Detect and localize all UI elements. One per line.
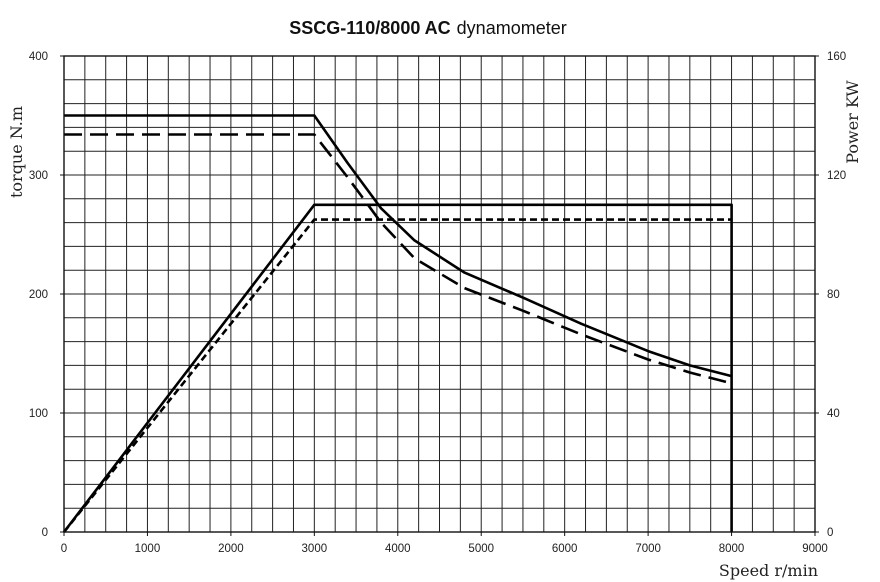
y-right-tick-label: 80 <box>827 289 840 301</box>
y-left-tick-label: 0 <box>42 527 48 539</box>
x-tick-label: 3000 <box>302 543 328 555</box>
x-tick-label: 5000 <box>468 543 494 555</box>
x-tick-label: 4000 <box>385 543 411 555</box>
x-tick-label: 2000 <box>218 543 244 555</box>
x-tick-label: 0 <box>61 543 67 555</box>
tick-labels: 0 1000 2000 3000 4000 5000 6000 7000 8000 9000010… <box>29 51 846 555</box>
chart-title: SSCG-110/8000 AC dynamometer <box>289 18 566 38</box>
y-right-tick-label: 160 <box>827 51 846 63</box>
x-tick-label: 9000 <box>802 543 828 555</box>
y-right-tick-label: 40 <box>827 408 840 420</box>
y-right-tick-label: 0 <box>827 527 833 539</box>
series-line-2 <box>64 133 732 385</box>
series-line-3 <box>62 203 733 533</box>
series-line-1 <box>64 114 732 378</box>
series-lines <box>62 114 733 533</box>
chart-title-bold: SSCG-110/8000 AC <box>289 18 450 38</box>
y-left-tick-label: 400 <box>29 51 48 63</box>
x-axis-label: Speed r/min <box>719 561 818 580</box>
grid <box>64 56 815 532</box>
x-tick-label: 1000 <box>135 543 161 555</box>
plot-frame <box>63 55 816 533</box>
x-tick-label: 8000 <box>719 543 745 555</box>
x-tick-label: 6000 <box>552 543 578 555</box>
y-left-tick-label: 200 <box>29 289 48 301</box>
y-left-tick-label: 100 <box>29 408 48 420</box>
y-left-axis-label: torque N.m <box>7 106 26 198</box>
series-line-4 <box>62 218 732 533</box>
y-right-tick-label: 120 <box>827 170 846 182</box>
x-tick-label: 7000 <box>635 543 661 555</box>
y-right-axis-label: Power KW <box>843 80 862 164</box>
chart-title-normal: dynamometer <box>457 18 567 38</box>
y-left-tick-label: 300 <box>29 170 48 182</box>
